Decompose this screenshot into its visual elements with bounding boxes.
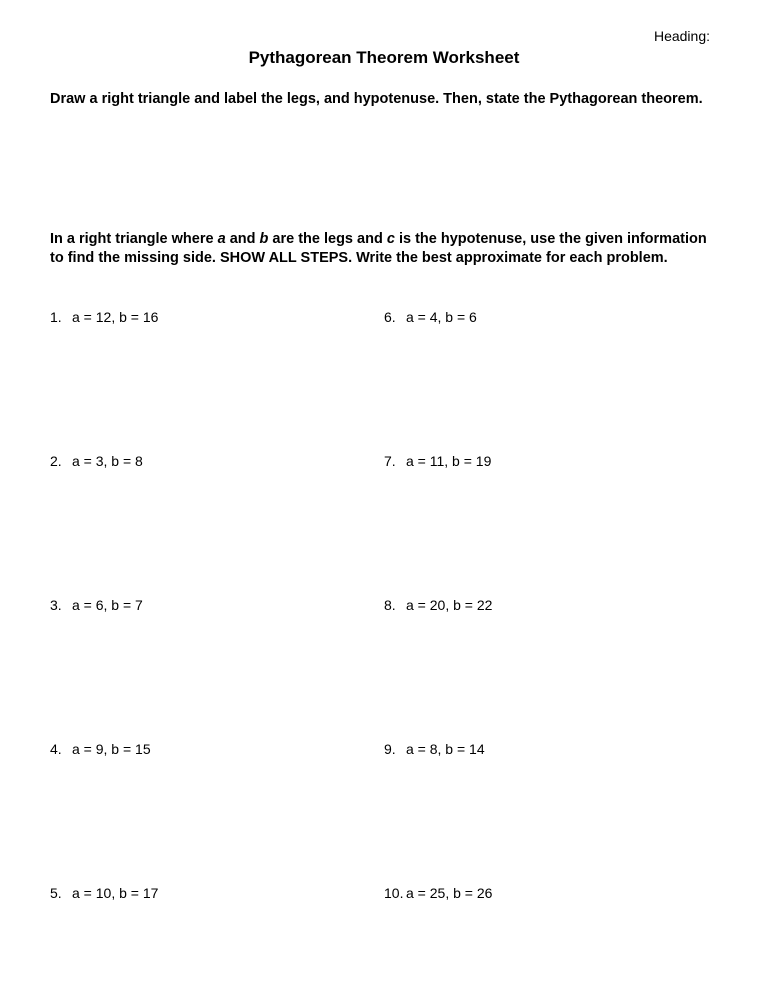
problem-number: 9. [384,741,406,757]
problem-number: 8. [384,597,406,613]
problem-number: 3. [50,597,72,613]
problem-right: 10. a = 25, b = 26 [384,885,718,901]
problem-left: 3. a = 6, b = 7 [50,597,384,613]
heading-label: Heading: [654,28,710,44]
var-c: c [387,231,395,247]
problem-left: 4. a = 9, b = 15 [50,741,384,757]
var-a: a [218,231,226,247]
problem-number: 7. [384,453,406,469]
problem-text: a = 8, b = 14 [406,741,718,757]
worksheet-title: Pythagorean Theorem Worksheet [50,48,718,68]
problem-text: a = 6, b = 7 [72,597,384,613]
problem-number: 1. [50,309,72,325]
instruction-1: Draw a right triangle and label the legs… [50,90,718,110]
problem-text: a = 10, b = 17 [72,885,384,901]
problem-number: 10. [384,885,406,901]
problem-left: 2. a = 3, b = 8 [50,453,384,469]
problem-text: a = 9, b = 15 [72,741,384,757]
problems-container: 1. a = 12, b = 16 6. a = 4, b = 6 2. a =… [50,309,718,901]
instruction-2: In a right triangle where a and b are th… [50,230,718,269]
problem-left: 5. a = 10, b = 17 [50,885,384,901]
problem-number: 6. [384,309,406,325]
instruction2-mid1: and [226,231,260,247]
problem-row: 4. a = 9, b = 15 9. a = 8, b = 14 [50,741,718,757]
problem-text: a = 20, b = 22 [406,597,718,613]
problem-number: 5. [50,885,72,901]
problem-row: 5. a = 10, b = 17 10. a = 25, b = 26 [50,885,718,901]
problem-right: 6. a = 4, b = 6 [384,309,718,325]
problem-text: a = 25, b = 26 [406,885,718,901]
problem-text: a = 12, b = 16 [72,309,384,325]
problem-text: a = 11, b = 19 [406,453,718,469]
problem-right: 7. a = 11, b = 19 [384,453,718,469]
problem-row: 1. a = 12, b = 16 6. a = 4, b = 6 [50,309,718,325]
problem-text: a = 4, b = 6 [406,309,718,325]
problem-number: 4. [50,741,72,757]
problem-text: a = 3, b = 8 [72,453,384,469]
instruction2-pre: In a right triangle where [50,231,218,247]
instruction2-mid2: are the legs and [268,231,386,247]
problem-right: 9. a = 8, b = 14 [384,741,718,757]
problem-row: 3. a = 6, b = 7 8. a = 20, b = 22 [50,597,718,613]
problem-right: 8. a = 20, b = 22 [384,597,718,613]
problem-left: 1. a = 12, b = 16 [50,309,384,325]
problem-number: 2. [50,453,72,469]
problem-row: 2. a = 3, b = 8 7. a = 11, b = 19 [50,453,718,469]
